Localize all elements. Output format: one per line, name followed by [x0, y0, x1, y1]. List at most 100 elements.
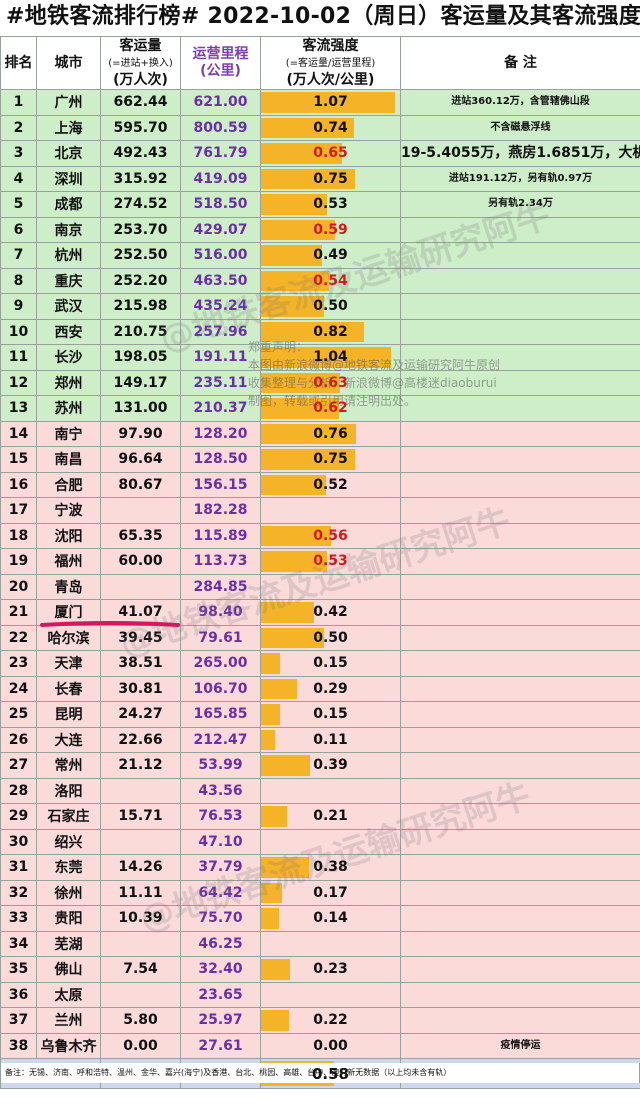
- intensity-bar: [261, 321, 364, 342]
- table-row: 25 昆明 24.27 165.85 0.15: [0, 701, 640, 728]
- intensity-bar: [261, 168, 355, 189]
- intensity-value: 0.56: [313, 527, 348, 544]
- note-cell: [400, 599, 640, 626]
- mileage-cell: 235.11: [180, 369, 261, 396]
- table-row: 2 上海 595.70 800.59 0.74 不含磁悬浮线: [0, 114, 640, 141]
- mileage-cell: 419.09: [180, 165, 261, 192]
- mileage-cell: 429.07: [180, 216, 261, 243]
- city-cell: 南京: [36, 216, 101, 243]
- rank-cell: 22: [0, 624, 37, 651]
- city-cell: 南昌: [36, 446, 101, 473]
- note-cell: [400, 522, 640, 549]
- ridership-cell: [100, 930, 181, 957]
- rank-cell: 17: [0, 497, 37, 524]
- mileage-cell: 43.56: [180, 777, 261, 804]
- intensity-value: 0.39: [313, 757, 348, 774]
- intensity-value: 0.82: [313, 323, 348, 340]
- note-cell: [400, 675, 640, 702]
- intensity-value: 0.59: [313, 221, 348, 238]
- mileage-cell: 257.96: [180, 318, 261, 345]
- mileage-cell: 128.20: [180, 420, 261, 447]
- header-city: 城市: [36, 36, 101, 90]
- page-title: #地铁客流排行榜# 2022-10-02（周日）客运量及其客流强度: [0, 0, 640, 34]
- note-cell: [400, 293, 640, 320]
- table-row: 1 广州 662.44 621.00 1.07 进站360.12万，含管辖佛山段: [0, 89, 640, 116]
- intensity-value: 0.62: [313, 400, 348, 417]
- rank-cell: 28: [0, 777, 37, 804]
- intensity-value: 0.14: [313, 910, 348, 927]
- mileage-cell: 800.59: [180, 114, 261, 141]
- intensity-cell: [260, 828, 401, 855]
- rank-cell: 24: [0, 675, 37, 702]
- note-cell: [400, 369, 640, 396]
- intensity-cell: 0.15: [260, 701, 401, 728]
- note-cell: [400, 752, 640, 779]
- ridership-cell: 7.54: [100, 956, 181, 983]
- intensity-cell: 0.17: [260, 879, 401, 906]
- mileage-cell: 621.00: [180, 89, 261, 116]
- city-cell: 乌鲁木齐: [36, 1032, 101, 1059]
- mileage-cell: 115.89: [180, 522, 261, 549]
- header-note: 备 注: [400, 36, 640, 90]
- rank-cell: 32: [0, 879, 37, 906]
- ridership-cell: 24.27: [100, 701, 181, 728]
- mileage-cell: 265.00: [180, 650, 261, 677]
- intensity-cell: [260, 930, 401, 957]
- rank-cell: 27: [0, 752, 37, 779]
- ridership-cell: 131.00: [100, 395, 181, 422]
- intensity-bar: [261, 525, 331, 546]
- mileage-cell: 53.99: [180, 752, 261, 779]
- city-cell: 东莞: [36, 854, 101, 881]
- intensity-bar: [261, 755, 310, 776]
- city-cell: 宁波: [36, 497, 101, 524]
- mileage-cell: 46.25: [180, 930, 261, 957]
- ridership-cell: 595.70: [100, 114, 181, 141]
- intensity-bar: [261, 219, 335, 240]
- mileage-cell: 32.40: [180, 956, 261, 983]
- city-cell: 大连: [36, 726, 101, 753]
- table-row: 28 洛阳 43.56: [0, 777, 640, 804]
- intensity-bar: [261, 602, 314, 623]
- city-cell: 西安: [36, 318, 101, 345]
- intensity-cell: 0.23: [260, 956, 401, 983]
- rank-cell: 9: [0, 293, 37, 320]
- intensity-bar: [261, 627, 324, 648]
- rank-cell: 25: [0, 701, 37, 728]
- table-row: 35 佛山 7.54 32.40 0.23: [0, 956, 640, 983]
- table-row: 22 哈尔滨 39.45 79.61 0.50: [0, 624, 640, 651]
- intensity-bar: [261, 398, 339, 419]
- ridership-cell: 41.07: [100, 599, 181, 626]
- mileage-cell: 37.79: [180, 854, 261, 881]
- city-cell: 重庆: [36, 267, 101, 294]
- intensity-value: 0.15: [313, 706, 348, 723]
- intensity-bar: [261, 143, 342, 164]
- table-row: 9 武汉 215.98 435.24 0.50: [0, 293, 640, 320]
- table-row: 19 福州 60.00 113.73 0.53: [0, 548, 640, 575]
- ridership-table: 排名 城市 客运量 (=进站+换入) (万人次) 运营里程 (公里) 客流强度 …: [0, 36, 640, 1089]
- mileage-cell: 165.85: [180, 701, 261, 728]
- note-cell: 进站191.12万，另有轨0.97万: [400, 165, 640, 192]
- table-row: 20 青岛 284.85: [0, 573, 640, 600]
- note-cell: [400, 318, 640, 345]
- table-row: 4 深圳 315.92 419.09 0.75 进站191.12万，另有轨0.97万: [0, 165, 640, 192]
- note-cell: [400, 854, 640, 881]
- city-cell: 武汉: [36, 293, 101, 320]
- intensity-cell: 0.56: [260, 522, 401, 549]
- rank-cell: 13: [0, 395, 37, 422]
- intensity-value: 1.04: [313, 349, 348, 366]
- rank-cell: 1: [0, 89, 37, 116]
- table-row: 21 厦门 41.07 98.40 0.42: [0, 599, 640, 626]
- table-row: 31 东莞 14.26 37.79 0.38: [0, 854, 640, 881]
- intensity-cell: 0.38: [260, 854, 401, 881]
- note-cell: [400, 777, 640, 804]
- table-row: 32 徐州 11.11 64.42 0.17: [0, 879, 640, 906]
- note-cell: [400, 216, 640, 243]
- intensity-value: 0.49: [313, 247, 348, 264]
- mileage-cell: 435.24: [180, 293, 261, 320]
- header-ridership-formula: (=进站+换入): [108, 57, 173, 69]
- city-cell: 徐州: [36, 879, 101, 906]
- ridership-cell: 30.81: [100, 675, 181, 702]
- ridership-cell: 21.12: [100, 752, 181, 779]
- intensity-cell: 0.29: [260, 675, 401, 702]
- header-intensity-formula: (=客运量/运营里程): [285, 57, 376, 69]
